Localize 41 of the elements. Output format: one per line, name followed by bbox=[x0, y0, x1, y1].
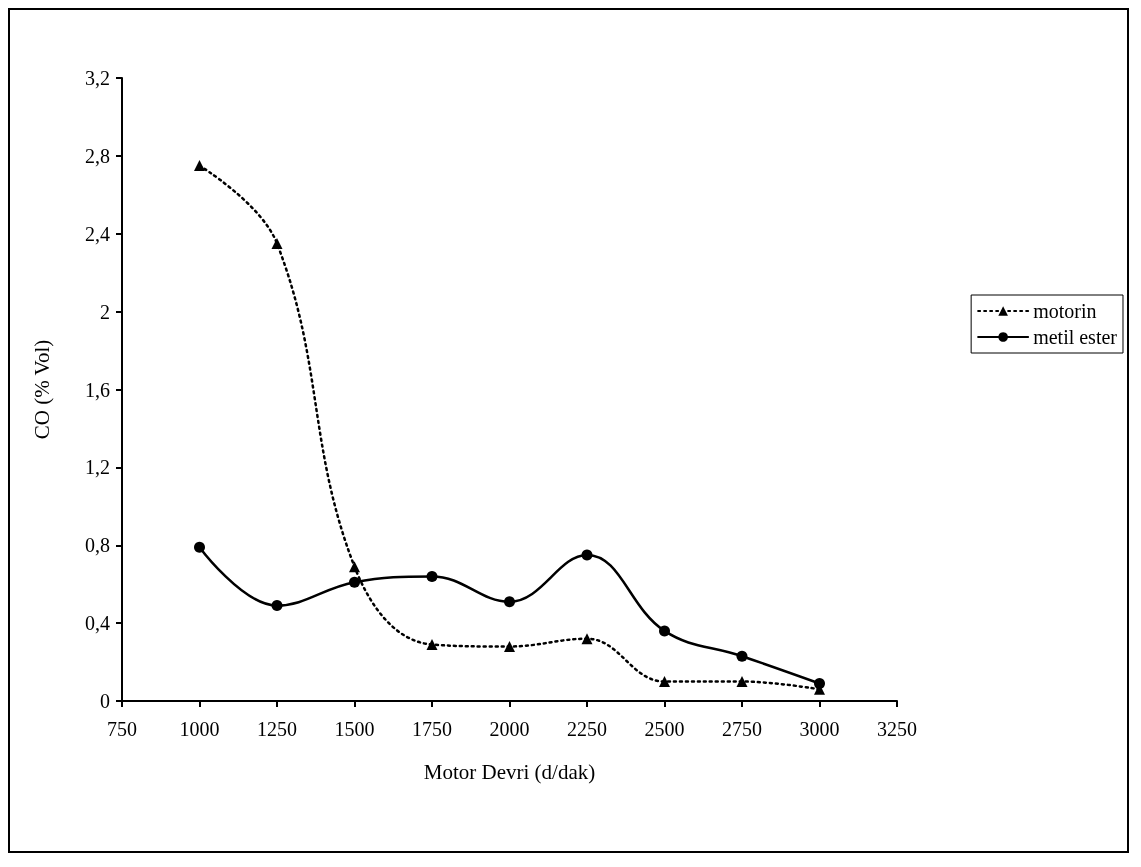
x-tick-label: 1250 bbox=[257, 718, 297, 740]
legend-label: motorin bbox=[1033, 300, 1097, 322]
point bbox=[581, 633, 593, 645]
point bbox=[581, 549, 593, 561]
y-tick-label: 2,8 bbox=[85, 144, 110, 167]
y-axis-title: CO (% Vol) bbox=[29, 339, 54, 440]
point bbox=[349, 576, 360, 588]
x-axis-title: Motor Devri (d/dak) bbox=[423, 759, 596, 784]
point bbox=[426, 570, 438, 582]
point bbox=[194, 160, 205, 172]
x-tick-label: 2750 bbox=[722, 718, 762, 740]
point bbox=[659, 625, 670, 637]
y-tick-label: 2 bbox=[100, 300, 110, 323]
point bbox=[504, 596, 515, 608]
x-tick-label: 2250 bbox=[567, 718, 607, 740]
point bbox=[736, 676, 748, 688]
point bbox=[349, 561, 360, 573]
point bbox=[426, 639, 438, 651]
point bbox=[736, 650, 748, 662]
y-tick-label: 2,4 bbox=[85, 222, 110, 245]
point bbox=[271, 600, 283, 612]
x-tick-label: 1000 bbox=[179, 718, 220, 740]
y-tick-label: 3,2 bbox=[85, 67, 110, 89]
x-tick-label: 1500 bbox=[334, 718, 375, 740]
point bbox=[271, 237, 283, 249]
point bbox=[814, 677, 825, 689]
point bbox=[194, 541, 205, 553]
y-tick-label: 0 bbox=[100, 690, 110, 712]
x-tick-label: 750 bbox=[107, 718, 137, 740]
y-tick-label: 1,2 bbox=[85, 456, 110, 479]
point bbox=[659, 676, 670, 688]
x-tick-label: 2500 bbox=[644, 718, 685, 740]
x-tick-label: 3000 bbox=[799, 718, 840, 740]
point bbox=[504, 640, 515, 652]
y-tick-label: 0,8 bbox=[85, 534, 110, 557]
x-tick-label: 2000 bbox=[489, 718, 530, 740]
y-tick-label: 1,6 bbox=[85, 378, 110, 401]
x-tick-label: 3250 bbox=[877, 718, 917, 740]
y-tick-label: 0,4 bbox=[85, 612, 110, 635]
legend-label: metil ester bbox=[1033, 326, 1118, 348]
x-tick-label: 1750 bbox=[412, 718, 452, 740]
